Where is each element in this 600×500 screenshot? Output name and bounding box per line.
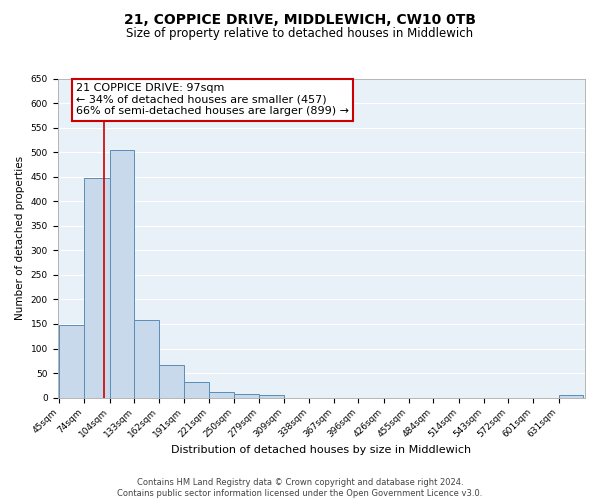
Bar [234,394,259,398]
Bar [259,395,284,398]
Bar [159,364,184,398]
Text: Contains HM Land Registry data © Crown copyright and database right 2024.
Contai: Contains HM Land Registry data © Crown c… [118,478,482,498]
Bar [59,325,84,398]
X-axis label: Distribution of detached houses by size in Middlewich: Distribution of detached houses by size … [171,445,472,455]
Y-axis label: Number of detached properties: Number of detached properties [15,156,25,320]
Text: 21 COPPICE DRIVE: 97sqm
← 34% of detached houses are smaller (457)
66% of semi-d: 21 COPPICE DRIVE: 97sqm ← 34% of detache… [76,84,349,116]
Bar [209,392,234,398]
Text: Size of property relative to detached houses in Middlewich: Size of property relative to detached ho… [127,28,473,40]
Bar [110,150,134,398]
Bar [184,382,209,398]
Bar [559,395,583,398]
Bar [84,178,110,398]
Text: 21, COPPICE DRIVE, MIDDLEWICH, CW10 0TB: 21, COPPICE DRIVE, MIDDLEWICH, CW10 0TB [124,12,476,26]
Bar [134,320,159,398]
